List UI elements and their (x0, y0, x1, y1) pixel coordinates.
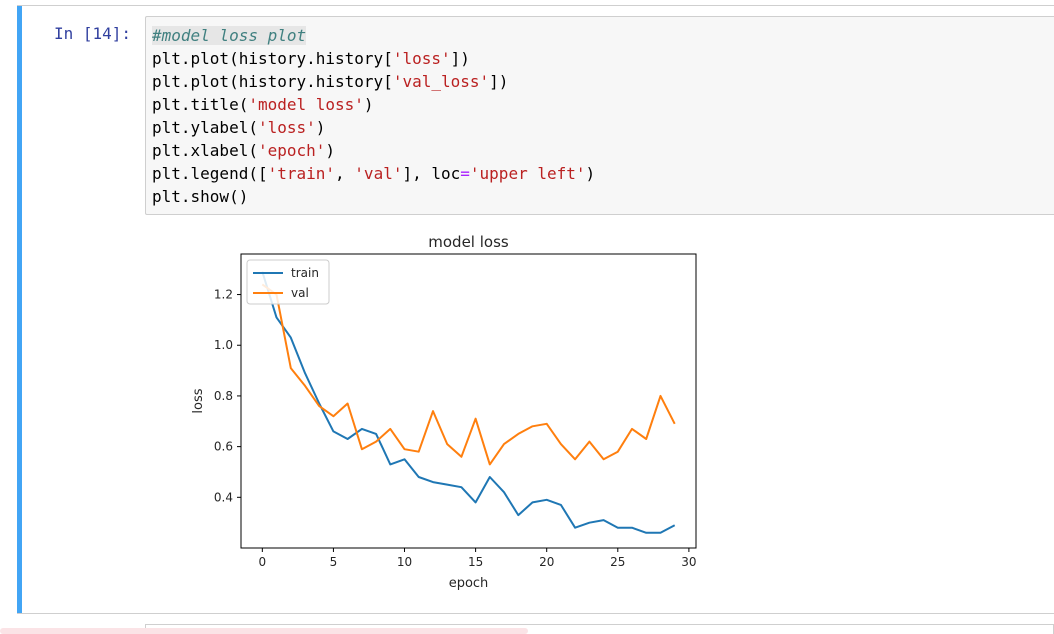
code-token: plt.title( (152, 95, 249, 114)
x-tick-label: 15 (468, 555, 483, 569)
legend-label-train: train (291, 266, 319, 280)
series-line-val (261, 283, 676, 466)
code-line: plt.plot(history.history['val_loss']) (152, 70, 595, 93)
x-tick-label: 30 (681, 555, 696, 569)
x-tick-label: 5 (330, 555, 338, 569)
code-token: ], loc (402, 164, 461, 183)
y-tick-label: 1.2 (214, 288, 233, 302)
code-token: ]) (450, 49, 470, 68)
y-axis-label: loss (191, 388, 206, 413)
code-token: plt.plot(history.history[ (152, 72, 393, 91)
code-string: 'upper left' (469, 164, 586, 183)
code-string: 'epoch' (257, 141, 326, 160)
code-token: = (460, 164, 470, 183)
cell-top-rule (17, 5, 1054, 6)
x-tick-label: 25 (610, 555, 625, 569)
y-tick-label: 0.4 (214, 490, 233, 504)
code-token: plt.legend([ (152, 164, 268, 183)
code-token: ) (315, 118, 326, 137)
chart-title: model loss (428, 233, 509, 251)
code-string: 'val' (354, 164, 403, 183)
plot-frame (240, 253, 697, 549)
y-tick-label: 1.0 (214, 338, 233, 352)
code-token: plt.show() (152, 187, 249, 206)
code-line: plt.xlabel('epoch') (152, 139, 595, 162)
code-line: #model loss plot (152, 24, 595, 47)
code-token: , (335, 164, 355, 183)
series-line-train (261, 271, 676, 534)
code-string: 'model loss' (248, 95, 364, 114)
x-tick-label: 10 (397, 555, 412, 569)
y-tick-label: 0.6 (214, 440, 233, 454)
code-string: 'loss' (392, 49, 451, 68)
horizontal-scrollbar-highlight (0, 628, 528, 634)
code-input-area[interactable] (145, 16, 1054, 215)
code-token: plt.ylabel( (152, 118, 258, 137)
x-axis-label: epoch (449, 576, 489, 591)
code-string: 'val_loss' (392, 72, 490, 91)
code-token: ) (585, 164, 596, 183)
legend-label-val: val (291, 286, 309, 300)
x-tick-label: 0 (259, 555, 267, 569)
input-prompt: In [14]: (54, 24, 132, 43)
loss-chart: model loss 0 5 10 15 20 25 30 0.4 0.6 0.8 1.0 1.2 epo… (191, 233, 697, 591)
code-line: plt.legend(['train', 'val'], loc='upper … (152, 162, 595, 185)
code-line: plt.ylabel('loss') (152, 116, 595, 139)
code-string: 'loss' (257, 118, 316, 137)
code-token: plt.xlabel( (152, 141, 258, 160)
code-line: plt.title('model loss') (152, 93, 595, 116)
code-line: plt.show() (152, 185, 595, 208)
code-token: ) (325, 141, 336, 160)
code-comment: #model loss plot (152, 26, 307, 45)
code-token: ]) (489, 72, 509, 91)
code-line: plt.plot(history.history['loss']) (152, 47, 595, 70)
code-token: ) (363, 95, 374, 114)
code-token: plt.plot(history.history[ (152, 49, 393, 68)
cell-bottom-rule (17, 613, 1054, 614)
y-tick-label: 0.8 (214, 389, 233, 403)
cell-output: model loss 0 5 10 15 20 25 30 0.4 0.6 0.8 1.0 1.2 epo… (145, 222, 705, 602)
code-string: 'train' (267, 164, 336, 183)
x-tick-label: 20 (539, 555, 554, 569)
code-editor[interactable]: #model loss plot plt.plot(history.history… (152, 24, 595, 208)
